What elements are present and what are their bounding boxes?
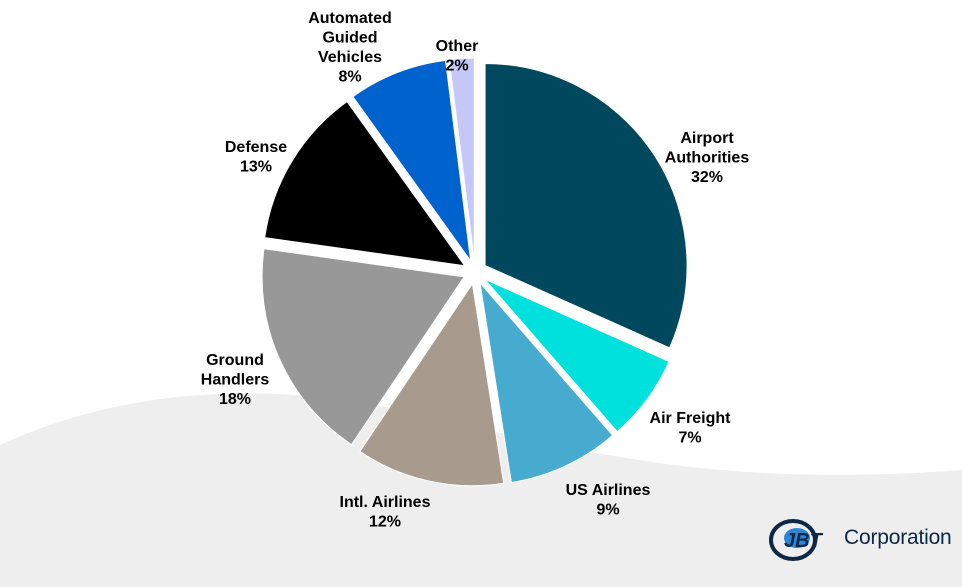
pie-labels: Airport Authorities 32% Air Freight 7% US Air… [201, 10, 750, 531]
slice-label-airport-authorities: Airport Authorities 32% [665, 130, 750, 186]
pie-slice-airport-authorities [484, 62, 688, 349]
pie-slice-intl-airlines [359, 282, 505, 487]
pie-slice-ground-handlers [261, 248, 465, 446]
pie-slice-other [448, 57, 475, 261]
slice-label-automated-guided-vehicles: Automated Guided Vehicles 8% [308, 10, 392, 86]
pie-slice-defense [264, 100, 466, 267]
pie-slice-air-freight [484, 278, 670, 433]
jbt-logo-mark: JBT [769, 519, 824, 561]
slice-label-us-airlines: US Airlines 9% [566, 482, 651, 519]
slice-label-air-freight: Air Freight 7% [650, 410, 732, 447]
slice-label-defense: Defense 13% [225, 139, 287, 176]
pie-slice-us-airlines [479, 281, 614, 484]
jbt-corporation-logo: JBT Corporation [766, 514, 956, 564]
logo-brand: JBT [784, 530, 824, 552]
logo-text: Corporation [844, 526, 952, 549]
slice-label-ground-handlers: Ground Handlers 18% [201, 352, 270, 408]
slice-label-intl-airlines: Intl. Airlines 12% [340, 494, 431, 531]
pie-slice-automated-guided-vehicles [352, 59, 472, 262]
pie-chart [261, 57, 688, 487]
slice-label-other: Other 2% [436, 38, 479, 75]
background-wave [0, 393, 962, 587]
